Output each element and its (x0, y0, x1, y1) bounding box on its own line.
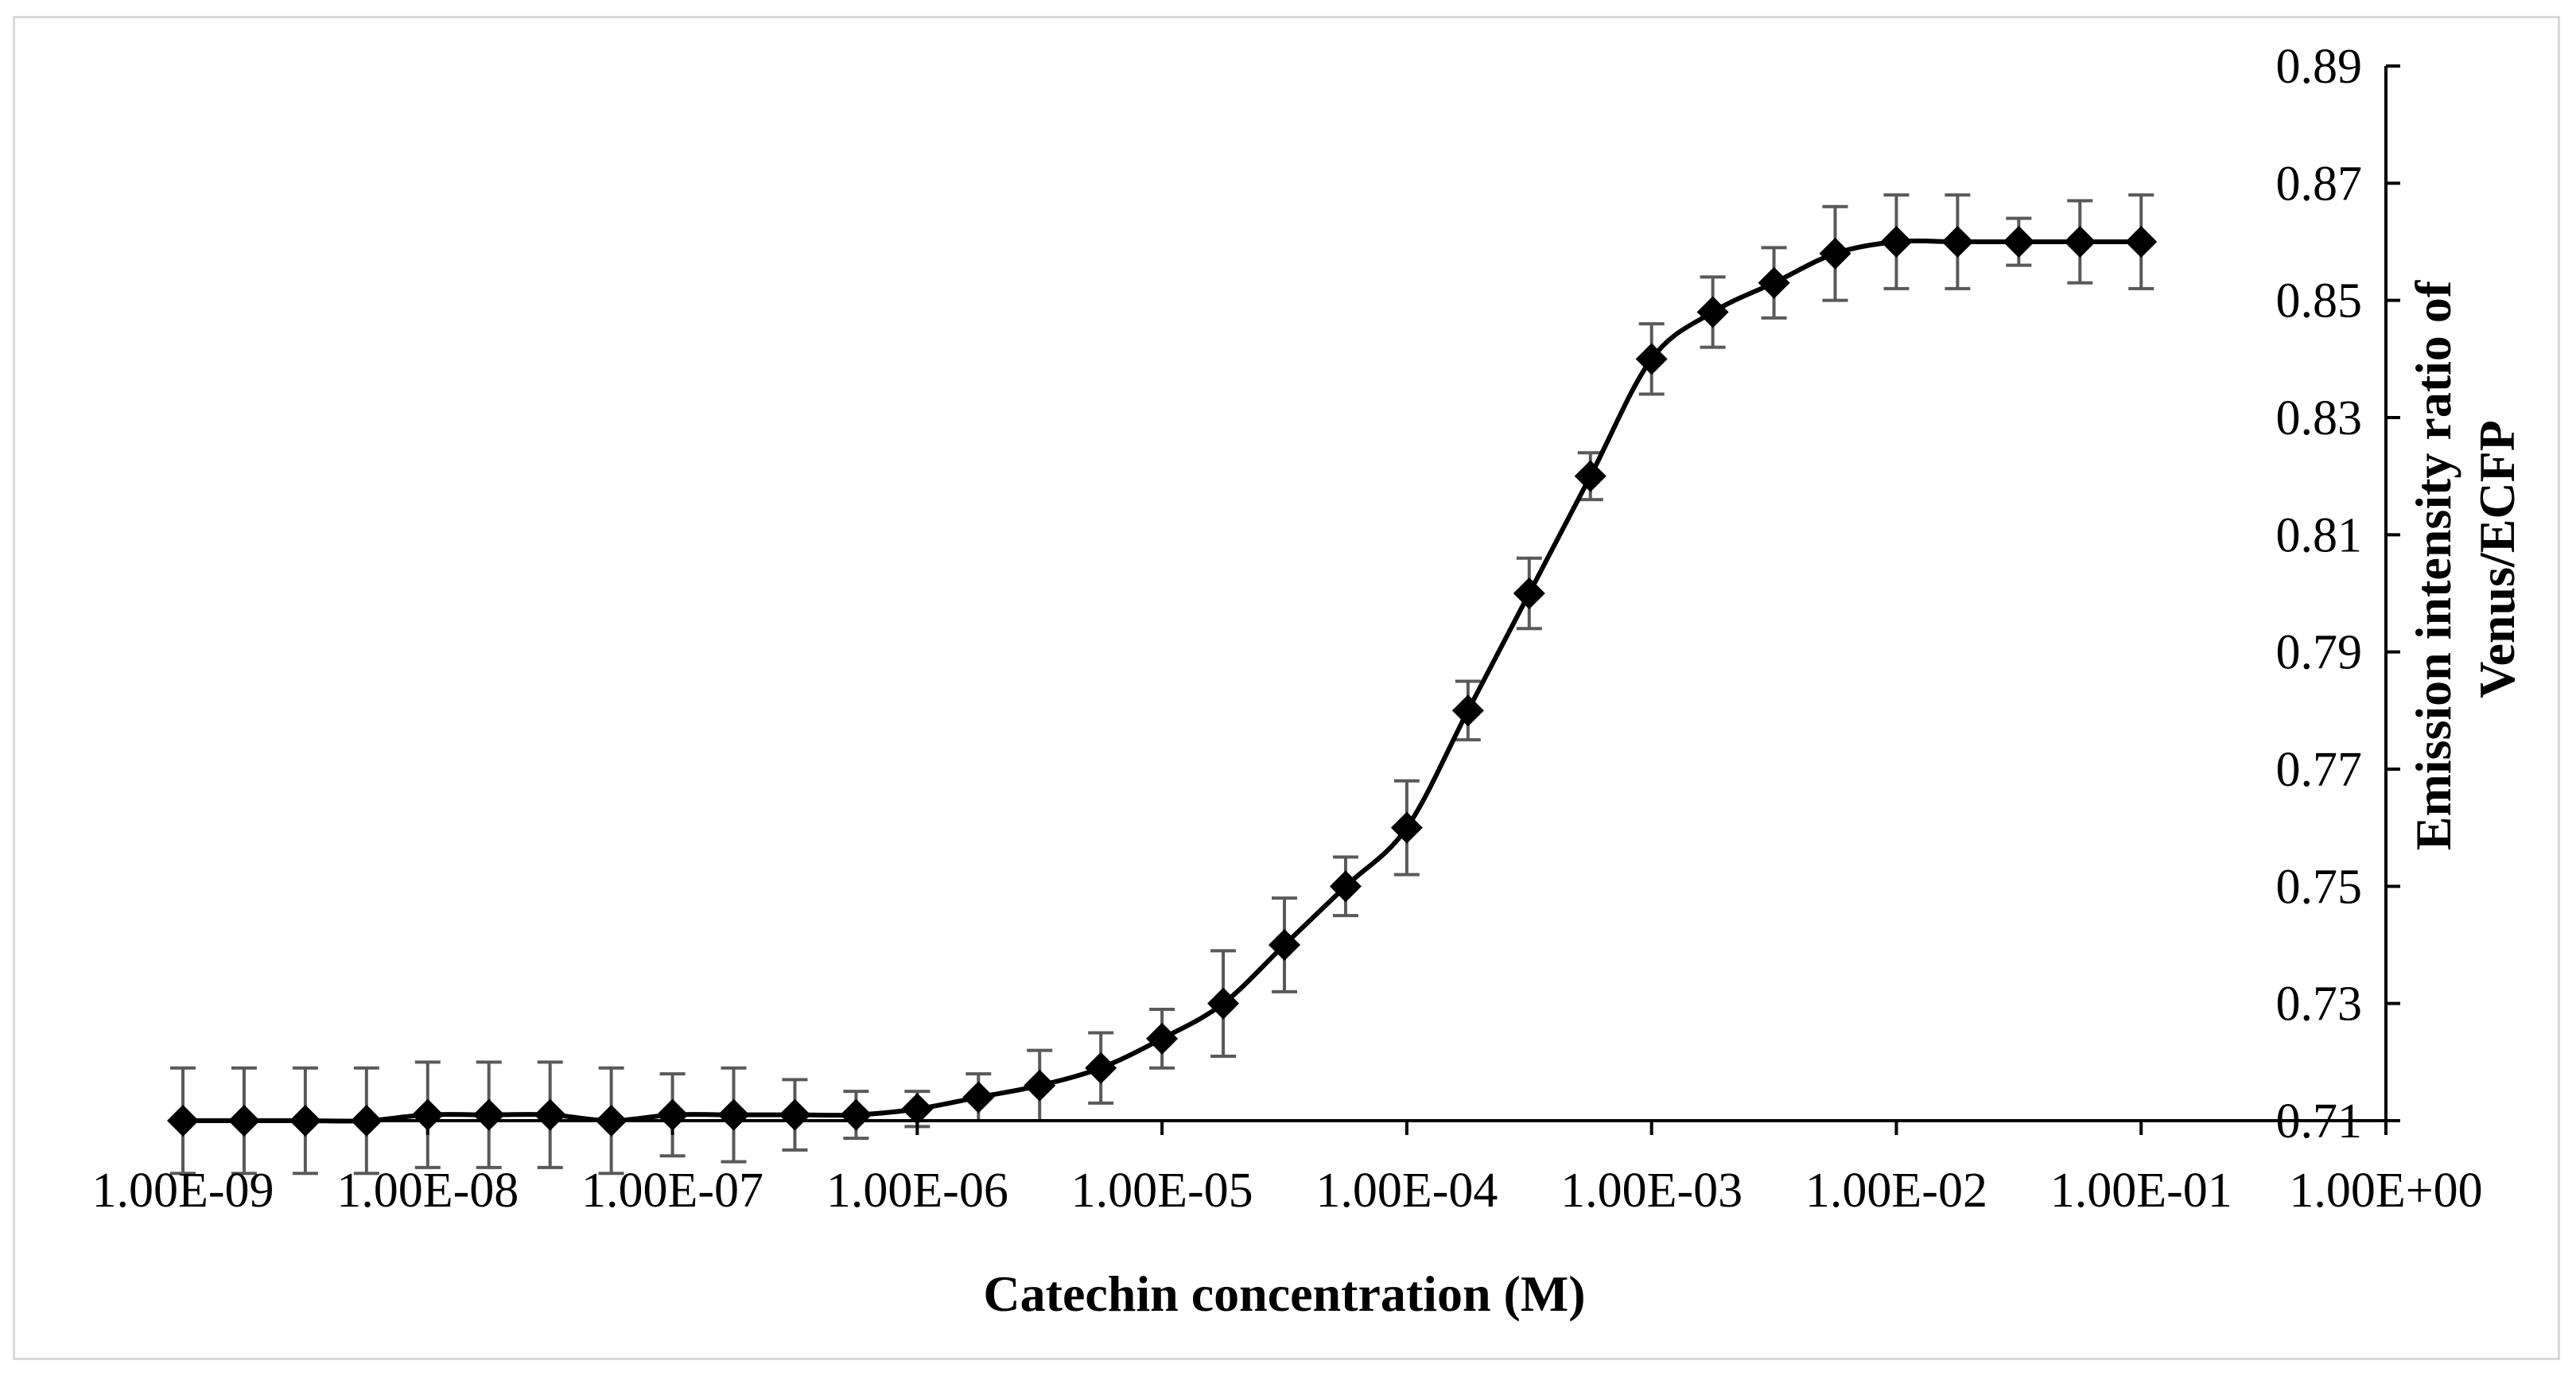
data-point-marker (779, 1098, 811, 1131)
y-tick-label: 0.79 (2276, 626, 2363, 680)
data-point-marker (1819, 237, 1851, 270)
data-point-marker (901, 1093, 934, 1125)
data-markers (167, 226, 2158, 1137)
data-point-marker (1635, 343, 1668, 375)
data-point-marker (840, 1098, 872, 1131)
data-point-marker (1941, 226, 1974, 258)
x-tick-label: 1.00E-01 (2050, 1164, 2232, 1218)
y-axis-title-line-2: Venus/ECFP (2469, 420, 2525, 698)
y-axis-title: Emission intensity ratio of Venus/ECFP (2405, 268, 2525, 850)
data-point-marker (1758, 266, 1790, 299)
chart-canvas: 1.00E-09 1.00E-08 1.00E-07 1.00E-06 1.00E-05… (91, 40, 2525, 1322)
y-tick-label: 0.81 (2276, 508, 2363, 562)
data-point-marker (2064, 226, 2096, 258)
data-point-marker (1024, 1069, 1056, 1102)
x-tick-label: 1.00E-08 (336, 1164, 519, 1218)
data-point-marker (1513, 577, 1545, 609)
data-point-marker (1329, 870, 1362, 903)
axes (183, 66, 2388, 1122)
data-point-marker (1207, 987, 1240, 1020)
data-point-marker (1146, 1022, 1179, 1055)
y-axis-title-line-1: Emission intensity ratio of (2405, 280, 2461, 850)
data-point-marker (534, 1098, 566, 1131)
y-tick-label: 0.71 (2276, 1094, 2363, 1149)
y-tick-label: 0.83 (2276, 391, 2363, 445)
y-tick-label: 0.87 (2276, 157, 2363, 211)
data-point-marker (1696, 296, 1729, 328)
x-tick-label: 1.00E-04 (1315, 1164, 1498, 1218)
x-tick-label: 1.00E-02 (1805, 1164, 1987, 1218)
y-tick-label: 0.89 (2276, 40, 2363, 94)
chart-frame: 1.00E-09 1.00E-08 1.00E-07 1.00E-06 1.00E-05… (13, 16, 2560, 1360)
x-tick-label: 1.00E-03 (1560, 1164, 1743, 1218)
data-point-marker (962, 1081, 995, 1114)
y-tick-label: 0.77 (2276, 743, 2363, 797)
x-tick-label: 1.00E+00 (2289, 1164, 2482, 1218)
data-point-marker (411, 1098, 444, 1131)
data-point-marker (2125, 226, 2158, 258)
y-axis-ticks: 0.71 0.73 0.75 0.77 0.79 0.81 0.83 0.85 0.87 0.89 (2276, 40, 2400, 1149)
data-point-marker (1574, 460, 1607, 492)
x-axis-title: Catechin concentration (M) (983, 1265, 1585, 1322)
data-point-marker (656, 1098, 689, 1131)
y-tick-label: 0.73 (2276, 978, 2363, 1032)
y-tick-label: 0.75 (2276, 860, 2363, 914)
series-line (182, 238, 2142, 1124)
y-tick-label: 0.85 (2276, 274, 2363, 328)
data-point-marker (717, 1098, 750, 1131)
data-point-marker (2003, 226, 2035, 258)
x-tick-label: 1.00E-07 (581, 1164, 763, 1218)
x-axis-ticks: 1.00E-09 1.00E-08 1.00E-07 1.00E-06 1.00E-05… (91, 1121, 2483, 1218)
data-point-marker (472, 1098, 505, 1131)
x-tick-label: 1.00E-09 (91, 1164, 274, 1218)
data-point-marker (1451, 694, 1484, 727)
data-point-marker (1269, 929, 1300, 961)
data-point-marker (1085, 1051, 1117, 1084)
x-tick-label: 1.00E-06 (826, 1164, 1008, 1218)
data-point-marker (1880, 226, 1913, 258)
x-tick-label: 1.00E-05 (1071, 1164, 1253, 1218)
